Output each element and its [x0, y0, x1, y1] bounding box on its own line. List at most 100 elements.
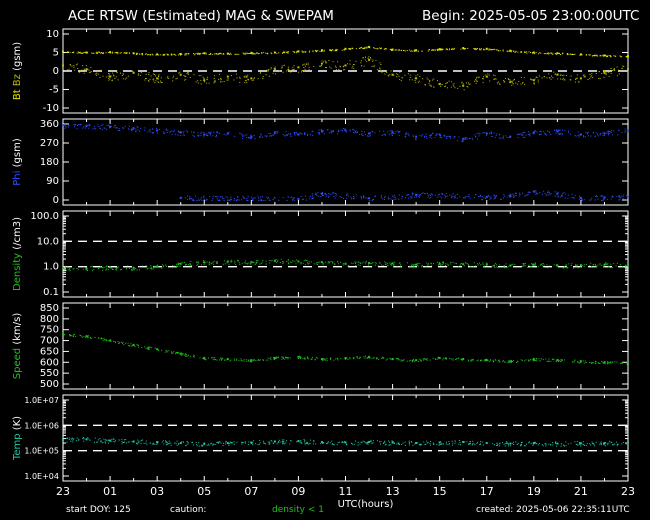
- scatter-dot-speed: [115, 342, 117, 344]
- scatter-dot-temp: [454, 440, 456, 442]
- scatter-dot-bz: [148, 74, 150, 76]
- scatter-dot-speed: [181, 353, 183, 355]
- scatter-dot-bt: [569, 53, 571, 55]
- scatter-dot-bz: [417, 74, 419, 76]
- scatter-dot-bt: [534, 53, 536, 55]
- scatter-dot-bt: [227, 53, 229, 55]
- scatter-dot-temp: [212, 443, 214, 445]
- scatter-dot-phi: [424, 135, 426, 137]
- scatter-dot-speed: [69, 335, 71, 337]
- scatter-dot-phi-low: [441, 193, 443, 195]
- scatter-dot-speed: [202, 357, 204, 359]
- scatter-dot-phi: [119, 129, 121, 131]
- scatter-dot-phi: [276, 133, 278, 135]
- x-tick-label: 05: [197, 485, 211, 498]
- y-axis-label-part: (gsm): [12, 138, 23, 170]
- scatter-dot-phi: [209, 133, 211, 135]
- scatter-dot-bz: [398, 75, 400, 77]
- scatter-dot-temp: [68, 438, 70, 440]
- scatter-dot-phi: [131, 130, 133, 132]
- scatter-dot-bz: [305, 63, 307, 65]
- scatter-dot-bz: [260, 71, 262, 73]
- scatter-dot-temp: [441, 443, 443, 445]
- scatter-dot-temp: [563, 444, 565, 446]
- scatter-dot-temp: [88, 438, 90, 440]
- scatter-dot-bz: [559, 78, 561, 80]
- scatter-dot-phi-low: [266, 196, 268, 198]
- scatter-dot-density: [412, 264, 414, 266]
- scatter-dot-speed: [546, 360, 548, 362]
- scatter-dot-temp: [497, 444, 499, 446]
- scatter-dot-speed: [107, 340, 109, 342]
- scatter-dot-temp: [497, 444, 499, 446]
- scatter-dot-bt: [236, 53, 238, 55]
- scatter-dot-speed: [141, 346, 143, 348]
- scatter-dot-speed: [221, 359, 223, 361]
- scatter-dot-bt: [376, 48, 378, 50]
- scatter-dot-density: [417, 263, 419, 265]
- scatter-dot-phi-low: [251, 198, 253, 200]
- scatter-dot-phi-low: [550, 192, 552, 194]
- scatter-dot-temp: [105, 439, 107, 441]
- scatter-dot-speed: [286, 356, 288, 358]
- scatter-dot-bt: [150, 54, 152, 56]
- scatter-dot-bz: [606, 71, 608, 73]
- scatter-dot-speed: [472, 360, 474, 362]
- scatter-dot-density: [387, 262, 389, 264]
- scatter-dot-phi: [215, 134, 217, 136]
- scatter-dot-bz: [330, 67, 332, 69]
- scatter-dot-phi-low: [380, 197, 382, 199]
- scatter-dot-speed: [582, 360, 584, 362]
- scatter-dot-temp: [615, 441, 617, 443]
- scatter-dot-bz: [367, 57, 369, 59]
- scatter-dot-phi-low: [581, 199, 583, 201]
- scatter-dot-temp: [113, 440, 115, 442]
- scatter-dot-phi-low: [451, 197, 453, 199]
- scatter-dot-phi-low: [335, 193, 337, 195]
- scatter-dot-bz: [444, 85, 446, 87]
- scatter-dot-speed: [337, 359, 339, 361]
- scatter-dot-bt: [178, 54, 180, 56]
- begin-timestamp: Begin: 2025-05-05 23:00:00UTC: [422, 8, 640, 24]
- scatter-dot-temp: [535, 443, 537, 445]
- scatter-dot-speed: [358, 358, 360, 360]
- scatter-dot-bz: [482, 82, 484, 84]
- scatter-dot-phi: [369, 132, 371, 134]
- scatter-dot-speed: [63, 334, 65, 336]
- scatter-dot-phi: [285, 135, 287, 137]
- scatter-dot-phi: [478, 132, 480, 134]
- scatter-dot-phi-low: [415, 196, 417, 198]
- scatter-dot-density: [572, 267, 574, 269]
- scatter-dot-phi-low: [418, 195, 420, 197]
- scatter-dot-speed: [299, 358, 301, 360]
- scatter-dot-phi: [274, 132, 276, 134]
- scatter-dot-density: [154, 266, 156, 268]
- scatter-dot-speed: [208, 357, 210, 359]
- scatter-dot-bz: [347, 63, 349, 65]
- scatter-dot-bz: [475, 79, 477, 81]
- scatter-dot-speed: [180, 354, 182, 356]
- scatter-dot-temp: [504, 442, 506, 444]
- scatter-dot-bt: [395, 49, 397, 51]
- scatter-dot-temp: [390, 444, 392, 446]
- scatter-dot-phi: [578, 136, 580, 138]
- scatter-dot-temp: [75, 440, 77, 442]
- scatter-dot-phi: [486, 134, 488, 136]
- scatter-dot-density: [505, 263, 507, 265]
- scatter-dot-phi: [149, 130, 151, 132]
- scatter-dot-phi: [136, 125, 138, 127]
- scatter-dot-phi-low: [353, 197, 355, 199]
- scatter-dot-density: [101, 267, 103, 269]
- scatter-dot-temp: [128, 441, 130, 443]
- scatter-dot-speed: [601, 360, 603, 362]
- scatter-dot-temp: [599, 444, 601, 446]
- scatter-dot-bz: [591, 75, 593, 77]
- scatter-dot-density: [224, 263, 226, 265]
- scatter-dot-temp: [472, 443, 474, 445]
- scatter-dot-speed: [607, 361, 609, 363]
- scatter-dot-temp: [218, 442, 220, 444]
- scatter-dot-bt: [81, 52, 83, 54]
- scatter-dot-temp: [466, 441, 468, 443]
- scatter-dot-speed: [591, 361, 593, 363]
- scatter-dot-bt: [220, 53, 222, 55]
